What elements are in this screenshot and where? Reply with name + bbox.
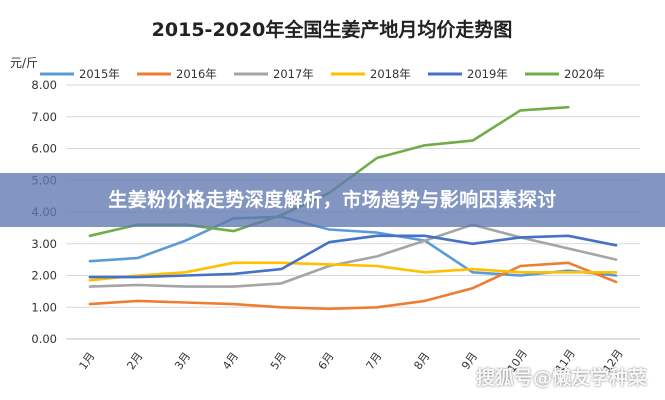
legend: 2015年 2016年 2017年 2018年 2019年 2020年 <box>40 67 605 81</box>
legend-label: 2015年 <box>79 67 120 81</box>
y-tick-label: 8.00 <box>31 78 57 92</box>
legend-label: 2016年 <box>176 67 217 81</box>
headline-banner <box>0 173 665 227</box>
y-tick-label: 1.00 <box>31 300 57 314</box>
y-tick-label: 0.00 <box>31 332 57 346</box>
x-tick-label: 6月 <box>316 350 337 372</box>
y-tick-label: 7.00 <box>31 110 57 124</box>
legend-label: 2019年 <box>467 67 508 81</box>
series-line <box>88 261 618 311</box>
watermark-text: 搜狐号@懒友学种菜 <box>475 367 647 389</box>
legend-label: 2018年 <box>370 67 411 81</box>
series-line <box>88 223 618 288</box>
headline-banner-text: 生姜粉价格走势深度解析，市场趋势与影响因素探讨 <box>108 189 557 211</box>
y-tick-label: 6.00 <box>31 142 57 156</box>
x-tick-label: 5月 <box>268 350 289 372</box>
y-tick-label: 3.00 <box>31 237 57 251</box>
legend-label: 2020年 <box>564 67 605 81</box>
legend-label: 2017年 <box>273 67 314 81</box>
chart-title: 2015-2020年全国生姜产地月均价走势图 <box>152 18 513 41</box>
series-line <box>88 261 618 282</box>
y-axis-unit-label: 元/斤 <box>10 56 38 70</box>
series-line <box>88 234 618 279</box>
x-tick-label: 1月 <box>77 350 98 372</box>
y-tick-label: 2.00 <box>31 269 57 283</box>
series-line <box>88 215 618 277</box>
x-tick-label: 7月 <box>364 350 385 372</box>
x-tick-label: 2月 <box>124 350 145 372</box>
x-tick-label: 3月 <box>172 350 193 372</box>
x-tick-label: 8月 <box>411 350 432 372</box>
x-tick-label: 4月 <box>220 350 241 372</box>
